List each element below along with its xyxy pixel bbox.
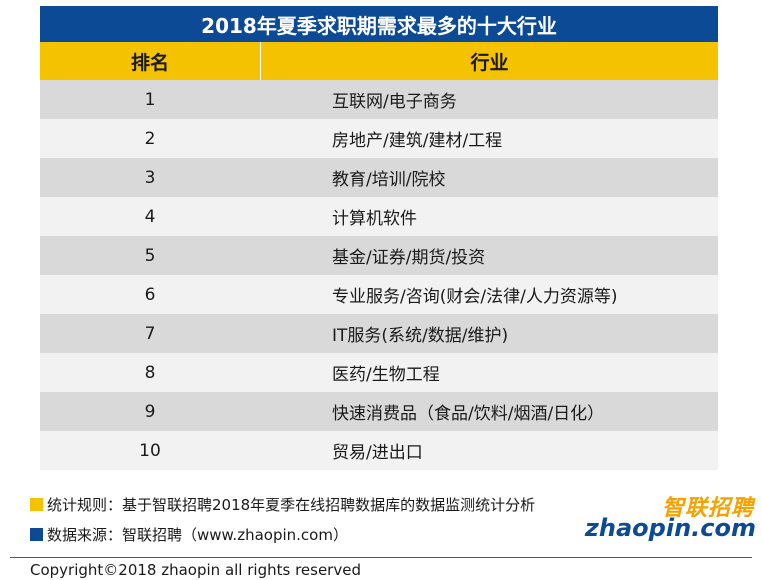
blue-square-icon [30,527,43,541]
rank-cell: 5 [144,245,156,266]
rank-cell: 4 [144,206,156,227]
note-stat-rule-text: 统计规则：基于智联招聘2018年夏季在线招聘数据库的数据监测统计分析 [47,495,536,514]
note-data-source-text: 数据来源：智联招聘（www.zhaopin.com） [47,525,348,544]
industry-cell: 房地产/建筑/建材/工程 [332,131,503,151]
industry-cell: 基金/证券/期货/投资 [332,248,486,268]
table-row: 2 房地产/建筑/建材/工程 [40,119,718,158]
table-row: 10 贸易/进出口 [40,431,718,470]
industry-cell: IT服务(系统/数据/维护) [332,326,509,346]
header-rank: 排名 [40,42,261,80]
industry-cell: 专业服务/咨询(财会/法律/人力资源等) [332,287,618,307]
rank-cell: 10 [139,440,161,461]
ranking-table: 2018年夏季求职期需求最多的十大行业 排名 行业 1 互联网/电子商务 2 房地产/… [40,6,718,470]
rank-cell: 8 [144,362,156,383]
rank-cell: 3 [144,167,156,188]
table-row: 3 教育/培训/院校 [40,158,718,197]
rank-cell: 7 [144,323,156,344]
note-stat-rule: 统计规则：基于智联招聘2018年夏季在线招聘数据库的数据监测统计分析 [30,489,535,519]
table-header: 排名 行业 [40,42,718,80]
table-row: 5 基金/证券/期货/投资 [40,236,718,275]
table-row: 7 IT服务(系统/数据/维护) [40,314,718,353]
yellow-square-icon [30,497,43,511]
table-row: 4 计算机软件 [40,197,718,236]
table-body: 1 互联网/电子商务 2 房地产/建筑/建材/工程 3 教育/培训/院校 4 计算机软件 5 基金… [40,80,718,470]
note-data-source: 数据来源：智联招聘（www.zhaopin.com） [30,519,535,549]
header-industry: 行业 [470,51,509,74]
table-row: 6 专业服务/咨询(财会/法律/人力资源等) [40,275,718,314]
table-row: 1 互联网/电子商务 [40,80,718,119]
table-row: 9 快速消费品（食品/饮料/烟酒/日化） [40,392,718,431]
logo-cn-text: 智联招聘 [661,496,754,521]
notes: 统计规则：基于智联招聘2018年夏季在线招聘数据库的数据监测统计分析 数据来源：… [30,489,535,549]
industry-cell: 贸易/进出口 [332,443,423,463]
rank-cell: 6 [144,284,156,305]
industry-cell: 计算机软件 [332,209,417,229]
zhaopin-logo: 智联招聘 zhaopin.com [585,490,760,542]
rank-cell: 2 [144,128,156,149]
rank-cell: 1 [144,89,156,110]
rank-cell: 9 [144,401,156,422]
table-title: 2018年夏季求职期需求最多的十大行业 [40,6,718,42]
footer-divider [10,557,752,558]
industry-cell: 快速消费品（食品/饮料/烟酒/日化） [332,404,605,424]
industry-cell: 互联网/电子商务 [332,92,457,112]
industry-cell: 教育/培训/院校 [332,170,446,190]
logo-en-text: zhaopin.com [584,514,756,542]
copyright-text: Copyright©2018 zhaopin all rights reserv… [30,561,361,579]
table-row: 8 医药/生物工程 [40,353,718,392]
industry-cell: 医药/生物工程 [332,365,440,385]
